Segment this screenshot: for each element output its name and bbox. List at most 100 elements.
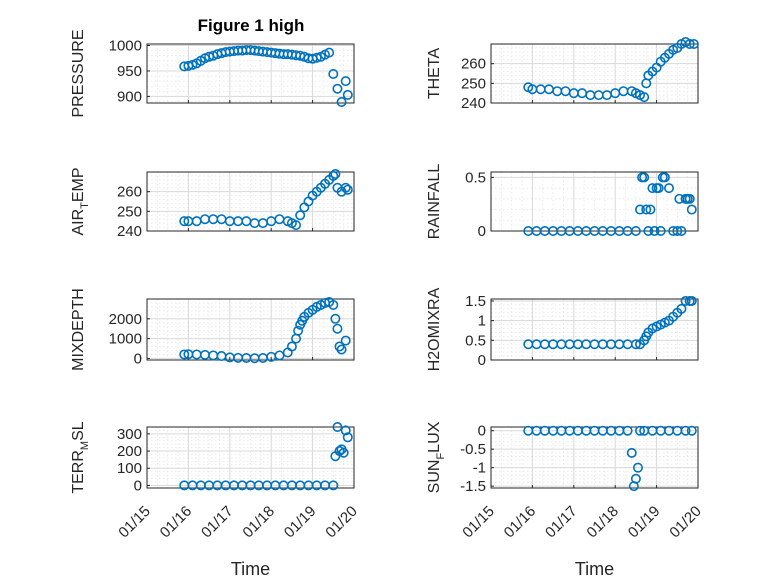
axes-border: [490, 171, 699, 232]
subplot-mixdepth: 0 1000 2000 MIXDEPTH: [70, 288, 355, 371]
y-tick-label: 0: [134, 477, 142, 494]
data-point: [324, 47, 335, 58]
ylabel-1: THETA: [426, 48, 443, 100]
y-tick-label: 1: [478, 313, 486, 330]
y-tick-label: -0.5: [460, 441, 486, 458]
data-point: [295, 210, 306, 221]
x-tick-label: 01/16: [501, 503, 540, 542]
ylabel-0: PRESSURE: [70, 29, 87, 117]
x-tick-label: 01/15: [115, 503, 154, 542]
data-point: [653, 183, 664, 194]
data-point: [686, 204, 697, 215]
data-point: [635, 204, 646, 215]
ylabel-3: RAINFALL: [426, 164, 443, 240]
y-tick-label: 0: [478, 352, 486, 369]
subplot-theta: 240 250 260 THETA: [426, 37, 699, 112]
x-axis-label: Time: [231, 559, 270, 579]
figure-title: Figure 1 high: [198, 16, 305, 35]
axes-box: [490, 426, 699, 489]
x-tick-label: 01/19: [281, 503, 320, 542]
x-tick-label: 01/16: [157, 503, 196, 542]
y-tick-label: 240: [461, 95, 486, 112]
data-point: [630, 226, 641, 237]
data-point: [340, 335, 351, 346]
data-point: [680, 425, 691, 436]
data-point: [664, 183, 675, 194]
y-tick-label: 0: [478, 423, 486, 440]
data-point: [649, 226, 660, 237]
data-point: [659, 172, 670, 183]
data-points: [179, 45, 353, 107]
data-points: [523, 425, 697, 492]
ylabel-5: H2OMIXRA: [426, 287, 443, 371]
data-point: [328, 299, 339, 310]
data-point: [641, 204, 652, 215]
data-point: [630, 473, 641, 484]
data-point: [684, 193, 695, 204]
data-point: [179, 216, 190, 227]
x-tick-label: 01/17: [542, 503, 581, 542]
data-points: [179, 168, 353, 231]
ylabel-4: MIXDEPTH: [70, 288, 87, 371]
y-tick-label: 100: [117, 460, 142, 477]
ylabel-7: SUNFLUX: [426, 421, 447, 493]
x-tick-label: 01/19: [625, 503, 664, 542]
data-point: [342, 432, 353, 443]
data-point: [293, 325, 304, 336]
data-point: [340, 425, 351, 436]
y-tick-label: 1.5: [465, 293, 486, 310]
axes-border: [490, 43, 699, 104]
y-tick-label: -1: [473, 460, 486, 477]
data-point: [655, 226, 666, 237]
data-points: [523, 172, 697, 237]
x-tick-label: 01/17: [198, 503, 237, 542]
data-point: [676, 303, 687, 314]
data-point: [338, 447, 349, 458]
data-point: [645, 204, 656, 215]
data-point: [643, 226, 654, 237]
subplot-pressure: 900 950 1000 PRESSURE: [70, 29, 355, 118]
subplot-h2omixra: 0 0.5 1 1.5 H2OMIXRA: [426, 287, 699, 371]
y-tick-label: 1000: [109, 38, 142, 55]
axes-border: [146, 426, 355, 489]
x-tick-label: 01/20: [666, 503, 705, 542]
y-tick-label: 1000: [109, 331, 142, 348]
data-points: [179, 296, 351, 364]
data-point: [291, 220, 302, 231]
data-point: [630, 339, 641, 350]
y-tick-label: 0: [134, 350, 142, 367]
y-tick-label: 240: [117, 223, 142, 240]
x-tick-label: 01/15: [459, 503, 498, 542]
data-point: [342, 89, 353, 100]
data-point: [676, 226, 687, 237]
ylabel-6: TERRMSL: [70, 421, 91, 493]
data-point: [622, 425, 633, 436]
subplot-air-temp: 240 250 260 AIRTEMP: [70, 167, 355, 240]
data-point: [328, 69, 339, 80]
ylabel-2: AIRTEMP: [70, 167, 91, 235]
data-point: [688, 38, 699, 49]
data-point: [332, 83, 343, 94]
data-point: [336, 96, 347, 107]
data-point: [686, 295, 697, 306]
axes-border: [146, 43, 355, 104]
data-point: [311, 52, 322, 63]
data-point: [336, 344, 347, 355]
data-points: [179, 421, 353, 491]
data-point: [632, 462, 643, 473]
data-points: [523, 37, 699, 103]
y-tick-label: 900: [117, 88, 142, 105]
y-tick-label: 250: [117, 203, 142, 220]
y-tick-label: -1.5: [460, 478, 486, 495]
axes-border: [146, 171, 355, 232]
data-point: [342, 184, 353, 195]
y-tick-label: 950: [117, 63, 142, 80]
data-point: [286, 341, 297, 352]
data-point: [332, 421, 343, 432]
y-tick-label: 0.5: [465, 169, 486, 186]
data-point: [639, 172, 650, 183]
subplot-rainfall: 0 0.5 RAINFALL: [426, 164, 699, 240]
